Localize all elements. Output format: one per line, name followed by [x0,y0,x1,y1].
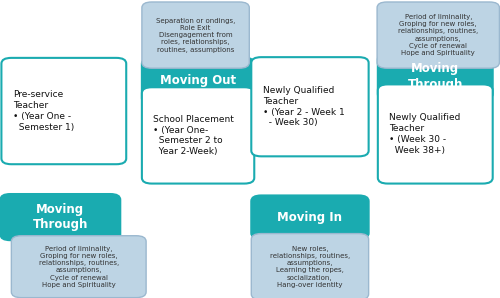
FancyBboxPatch shape [12,236,146,298]
FancyBboxPatch shape [142,87,254,184]
Text: New roles,
relationships, routines,
assumptions,
Learning the ropes,
socializati: New roles, relationships, routines, assu… [270,246,350,288]
Text: Newly Qualified
Teacher
• (Year 2 - Week 1
  - Week 30): Newly Qualified Teacher • (Year 2 - Week… [262,86,344,127]
FancyBboxPatch shape [142,2,250,68]
FancyBboxPatch shape [252,57,368,156]
Text: Period of liminality,
Groping for new roles,
relationships, routines,
assumption: Period of liminality, Groping for new ro… [38,246,119,288]
FancyBboxPatch shape [142,58,254,104]
Text: Separation or ondings,
Role Exit
Disengagement from
roles, relationships,
routin: Separation or ondings, Role Exit Disenga… [156,18,236,52]
FancyBboxPatch shape [377,2,500,68]
FancyBboxPatch shape [378,84,492,184]
Text: Pre-service
Teacher
• (Year One -
  Semester 1): Pre-service Teacher • (Year One - Semest… [13,90,74,132]
Text: Moving
Through: Moving Through [32,203,88,231]
FancyBboxPatch shape [252,234,368,298]
FancyBboxPatch shape [2,58,126,164]
FancyBboxPatch shape [378,54,492,100]
Text: Moving Out: Moving Out [160,74,236,87]
Text: School Placement
• (Year One-
  Semester 2 to
  Year 2-Week): School Placement • (Year One- Semester 2… [154,115,234,156]
Text: Newly Qualified
Teacher
• (Week 30 -
  Week 38+): Newly Qualified Teacher • (Week 30 - Wee… [390,113,460,155]
FancyBboxPatch shape [252,195,368,239]
Text: Moving
Through: Moving Through [408,62,463,91]
FancyBboxPatch shape [0,194,120,240]
Text: Period of liminality,
Groping for new roles,
relationships, routines,
assumption: Period of liminality, Groping for new ro… [398,14,478,56]
Text: Moving In: Moving In [278,211,342,224]
